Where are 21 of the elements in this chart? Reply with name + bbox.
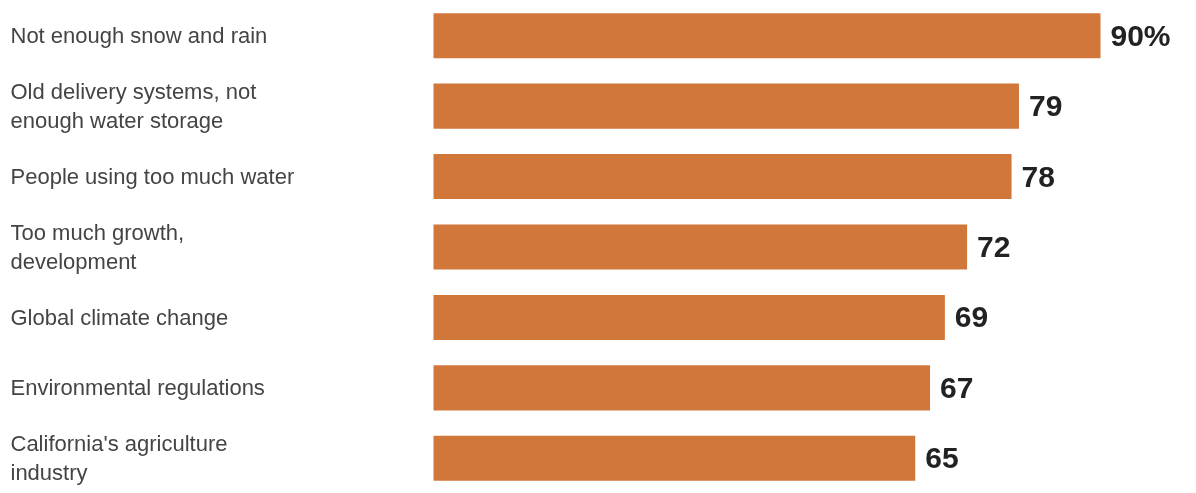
bar <box>433 154 1012 200</box>
data-label: 79 <box>1028 89 1063 123</box>
data-label: 65 <box>925 441 959 475</box>
bar <box>433 294 945 340</box>
bar <box>433 224 968 270</box>
y-tick-label: Not enough snow and rain <box>10 23 268 49</box>
bar <box>433 365 931 411</box>
bar <box>433 435 916 481</box>
bar <box>433 83 1019 129</box>
data-label: 90% <box>1110 19 1171 53</box>
y-tick-label: People using too much water <box>10 164 295 190</box>
y-tick-label: Global climate change <box>10 304 229 330</box>
y-tick-label: California's agriculture industry <box>10 431 228 486</box>
data-label: 78 <box>1021 159 1055 193</box>
y-tick-label: Environmental regulations <box>10 375 265 401</box>
data-label: 67 <box>940 370 974 404</box>
bar <box>433 13 1101 59</box>
y-tick-label: Too much growth, development <box>10 220 185 274</box>
data-label: 69 <box>954 300 989 334</box>
data-label: 72 <box>977 230 1011 263</box>
y-tick-label: Old delivery systems, not enough water storage <box>10 79 257 134</box>
